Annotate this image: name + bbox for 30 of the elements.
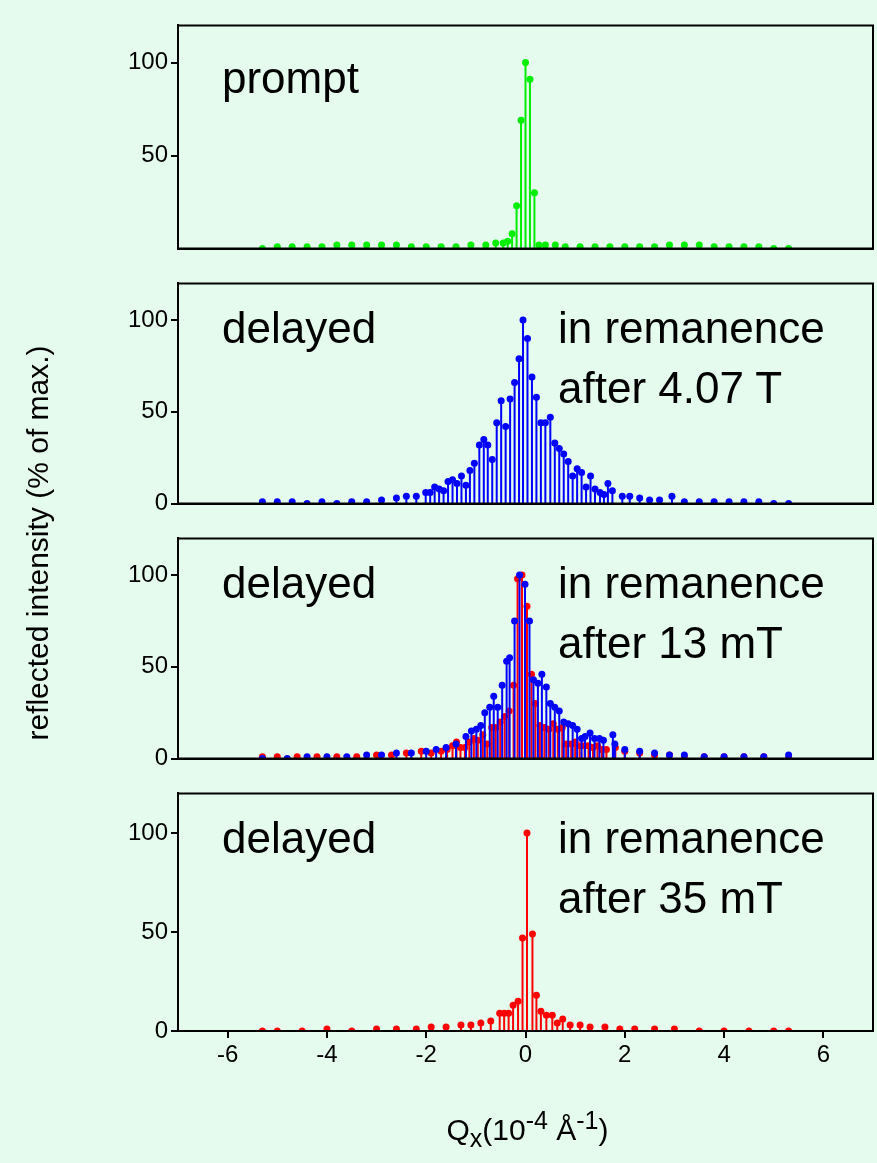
y-tick-label: 50 [141, 916, 168, 944]
annotation: delayed [222, 558, 377, 607]
annotation: after 13 mT [558, 618, 783, 667]
annotation: in remanence [558, 813, 825, 862]
annotation: in remanence [558, 558, 825, 607]
y-tick-label: 50 [141, 651, 168, 679]
x-axis-title: Q$_{x}$(10$^{-4}$ Å$^{-1}$) [445, 1106, 610, 1153]
y-tick-label: 0 [154, 1015, 168, 1043]
annotation: after 4.07 T [558, 363, 783, 412]
y-tick-label: 50 [141, 396, 168, 424]
y-tick-label: 100 [127, 304, 168, 332]
annotation: prompt [222, 53, 359, 102]
x-tick-label: -6 [216, 1040, 239, 1068]
x-tick-label: -4 [316, 1040, 338, 1068]
x-tick-label: 2 [618, 1040, 632, 1068]
y-tick-label: 0 [154, 488, 168, 516]
y-tick-label: 100 [127, 817, 168, 845]
y-tick-label: 100 [127, 47, 168, 75]
x-tick-label: 0 [518, 1040, 533, 1068]
y-tick-label: 50 [141, 140, 168, 168]
annotation: delayed [222, 303, 377, 352]
x-tick-label: 6 [816, 1040, 831, 1068]
annotation: in remanence [558, 303, 825, 352]
annotation: delayed [222, 813, 377, 862]
y-tick-label: 100 [127, 559, 168, 587]
y-axis-title: reflected intensity (% of max.) [21, 345, 55, 741]
x-tick-label: 4 [717, 1040, 731, 1068]
y-tick-label: 0 [154, 743, 168, 771]
x-tick-label: -2 [415, 1040, 437, 1068]
annotation: after 35 mT [558, 873, 783, 922]
